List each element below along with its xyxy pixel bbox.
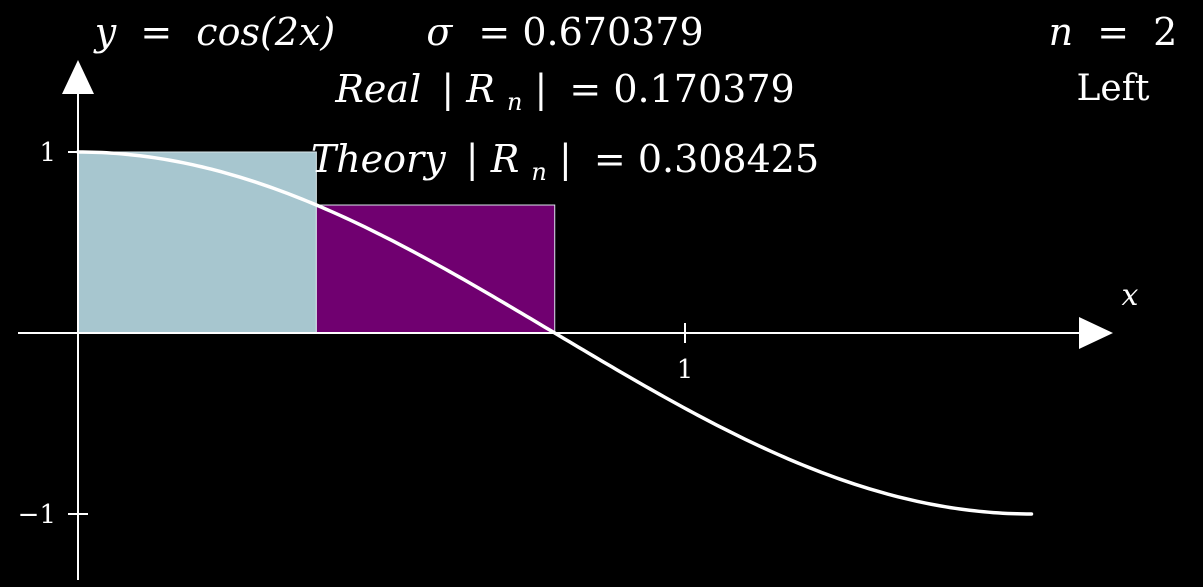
sigma-readout: σ = 0.670379 <box>426 10 703 54</box>
equation-label: y = cos(2x) <box>93 10 335 54</box>
theory-equals: = <box>594 137 626 181</box>
theory-r-subscript: n <box>531 158 546 186</box>
sigma-symbol: σ <box>426 10 453 54</box>
svg-text:σ = 0.670379: σ = 0.670379 <box>426 10 703 54</box>
y-tick-label-1: 1 <box>39 138 56 168</box>
riemann-rectangle-2 <box>315 204 556 334</box>
sigma-value: 0.670379 <box>522 10 703 54</box>
function-curve <box>76 150 1034 516</box>
riemann-rectangle-1 <box>77 151 317 334</box>
equation-rhs: cos(2x) <box>196 10 335 54</box>
y-tick-label-2: −1 <box>18 500 56 530</box>
svg-text:y = cos(2x): y = cos(2x) <box>93 10 335 54</box>
real-equals: = <box>569 67 601 111</box>
x-axis-arrow-icon <box>1079 317 1113 349</box>
sigma-equals: = <box>478 10 510 54</box>
riemann-rectangles <box>77 151 556 334</box>
real-r-symbol: R <box>465 67 495 111</box>
n-equals: = <box>1097 10 1129 54</box>
theory-label: Theory <box>311 137 446 181</box>
axis-ticks: 1 −1 1 <box>18 138 694 530</box>
rule-label: Left <box>1076 68 1150 109</box>
x-tick-label-1: 1 <box>677 355 694 385</box>
theory-r-symbol: R <box>490 137 520 181</box>
real-r-subscript: n <box>507 88 522 116</box>
real-label: Real <box>334 67 421 111</box>
theory-error-readout: Theory | R n | = 0.308425 <box>311 137 819 189</box>
real-value: 0.170379 <box>613 67 794 111</box>
svg-text:Theory | R n: Theory | R n | = 0.308425 <box>311 137 819 189</box>
svg-text:Real | R n: Real | R n | = 0.170379 <box>334 67 794 119</box>
n-var: n <box>1049 10 1073 54</box>
equation-equals: = <box>140 10 172 54</box>
equation-lhs: y <box>93 10 117 54</box>
n-readout: n = 2 <box>1049 10 1178 54</box>
svg-text:n = 2: n = 2 <box>1049 10 1178 54</box>
theory-value: 0.308425 <box>638 137 819 181</box>
x-axis-label: x <box>1122 278 1139 313</box>
y-axis-arrow-icon <box>62 60 94 94</box>
n-value: 2 <box>1153 10 1177 54</box>
real-error-readout: Real | R n | = 0.170379 <box>334 67 794 119</box>
